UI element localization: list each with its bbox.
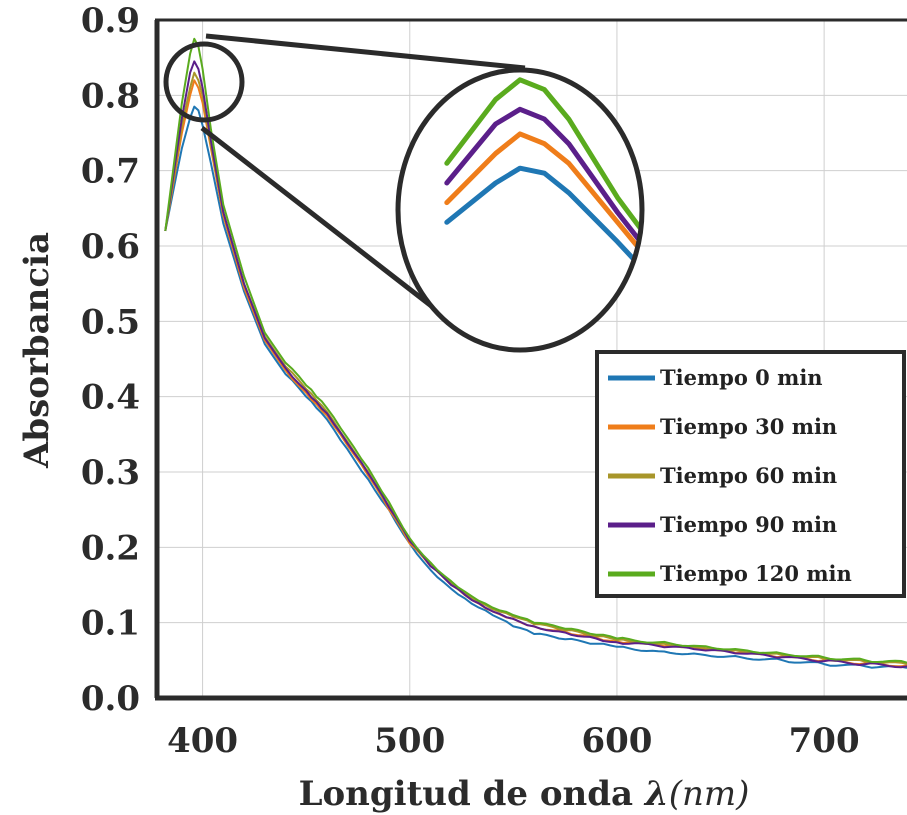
x-tick-label: 600 <box>581 721 652 761</box>
series-line-3 <box>164 60 907 669</box>
x-axis-label-unit: (nm) <box>669 774 750 814</box>
zoom-series-line-4 <box>444 77 642 299</box>
zoom-inset <box>163 33 645 353</box>
axes-frame <box>154 18 907 701</box>
y-tick-label: 0.9 <box>81 1 140 41</box>
zoom-source-circle <box>163 41 245 123</box>
y-tick-label: 0.5 <box>81 302 140 342</box>
series-line-0 <box>164 105 907 669</box>
y-tick-labels: 0.0 0.1 0.2 0.3 0.4 0.5 0.6 0.7 0.8 0.9 <box>81 1 140 719</box>
legend-label: Tiempo 0 min <box>660 365 823 390</box>
x-tick-label: 500 <box>374 721 445 761</box>
y-tick-label: 0.0 <box>81 679 140 719</box>
legend-label: Tiempo 120 min <box>660 561 852 586</box>
legend-label: Tiempo 30 min <box>660 414 837 439</box>
y-tick-label: 0.6 <box>81 227 140 267</box>
y-tick-label: 0.2 <box>81 528 140 568</box>
series-line-4 <box>164 37 907 664</box>
y-tick-label: 0.4 <box>81 378 140 418</box>
zoom-series-line-0 <box>444 165 642 323</box>
series-lines <box>164 37 907 669</box>
y-tick-label: 0.3 <box>81 453 140 493</box>
x-tick-labels: 400 500 600 700 <box>167 721 860 761</box>
zoom-lens-border <box>395 67 645 353</box>
zoom-connector-bottom <box>200 126 454 324</box>
x-tick-label: 400 <box>167 721 238 761</box>
zoom-series-line-1 <box>444 131 642 314</box>
y-tick-label: 0.8 <box>81 76 140 116</box>
y-tick-label: 0.1 <box>81 604 140 644</box>
zoom-series-line-3 <box>444 106 642 309</box>
legend-label: Tiempo 60 min <box>660 463 837 488</box>
y-axis-label: Absorbancia <box>17 232 57 469</box>
zoom-curves <box>444 77 642 323</box>
legend-label: Tiempo 90 min <box>660 512 837 537</box>
zoom-connector-top <box>205 33 526 71</box>
x-axis-label-symbol: λ <box>643 774 669 814</box>
x-axis-label: Longitud de onda λ(nm) <box>299 774 750 814</box>
x-axis-label-text: Longitud de onda <box>299 774 645 814</box>
x-tick-label: 700 <box>789 721 860 761</box>
y-tick-label: 0.7 <box>81 152 140 192</box>
legend: Tiempo 0 min Tiempo 30 min Tiempo 60 min Ti… <box>595 350 906 598</box>
